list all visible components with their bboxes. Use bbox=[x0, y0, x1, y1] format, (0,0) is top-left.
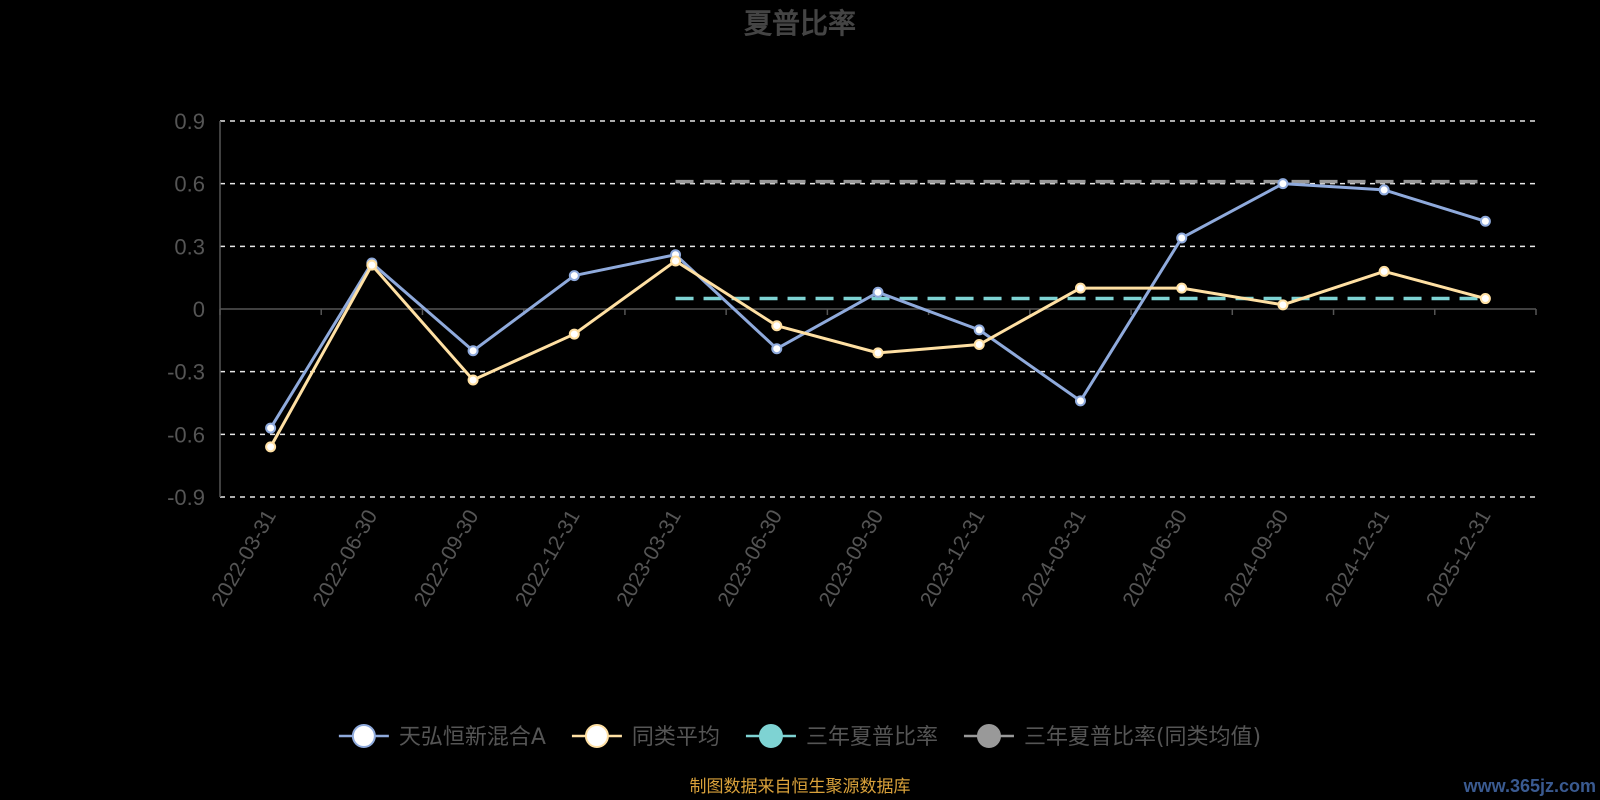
x-tick-label: 2025-12-31 bbox=[1422, 506, 1496, 611]
series-0-point[interactable] bbox=[973, 324, 985, 336]
series-0-point[interactable] bbox=[568, 270, 580, 282]
y-tick-label: -0.3 bbox=[167, 360, 205, 385]
legend-label: 同类平均 bbox=[632, 725, 720, 750]
series-1-point[interactable] bbox=[467, 374, 479, 386]
x-tick-label: 2022-09-30 bbox=[410, 506, 484, 611]
legend-label: 三年夏普比率 bbox=[806, 725, 938, 750]
series-0-point[interactable] bbox=[1277, 178, 1289, 190]
legend-item-1[interactable]: 同类平均 bbox=[571, 724, 720, 750]
x-tick-label: 2024-12-31 bbox=[1321, 506, 1395, 611]
legend[interactable]: 天弘恒新混合A 同类平均 三年夏普比率 三年夏普比率(同类均值) bbox=[338, 724, 1261, 750]
series-0-point[interactable] bbox=[1176, 232, 1188, 244]
y-tick-label: 0 bbox=[193, 297, 205, 322]
x-tick-label: 2023-09-30 bbox=[815, 506, 889, 611]
series-1-point[interactable] bbox=[771, 320, 783, 332]
x-tick-label: 2022-03-31 bbox=[207, 506, 281, 611]
series-0-point[interactable] bbox=[467, 345, 479, 357]
series-1-point[interactable] bbox=[670, 255, 682, 267]
x-tick-label: 2022-06-30 bbox=[309, 506, 383, 611]
x-tick-label: 2024-03-31 bbox=[1017, 506, 1091, 611]
chart-title: 夏普比率 bbox=[744, 7, 856, 40]
legend-item-0[interactable]: 天弘恒新混合A bbox=[338, 724, 546, 750]
legend-label: 天弘恒新混合A bbox=[399, 725, 546, 750]
x-tick-label: 2024-06-30 bbox=[1118, 506, 1192, 611]
series-1-point[interactable] bbox=[366, 259, 378, 271]
legend-marker bbox=[351, 724, 376, 748]
legend-marker bbox=[758, 724, 783, 748]
series-0-point[interactable] bbox=[1479, 215, 1491, 227]
series bbox=[265, 178, 1491, 453]
x-tick-label: 2024-09-30 bbox=[1220, 506, 1294, 611]
series-0-point[interactable] bbox=[1378, 184, 1390, 196]
y-tick-label: 0.9 bbox=[174, 109, 205, 134]
series-1-point[interactable] bbox=[872, 347, 884, 359]
legend-marker bbox=[976, 724, 1001, 748]
series-0-point[interactable] bbox=[265, 422, 277, 434]
y-tick-label: -0.6 bbox=[167, 422, 205, 447]
series-0-point[interactable] bbox=[1074, 395, 1086, 407]
series-1-point[interactable] bbox=[265, 441, 277, 453]
series-1-point[interactable] bbox=[1479, 293, 1491, 305]
x-tick-label: 2022-12-31 bbox=[511, 506, 585, 611]
y-tick-label: -0.9 bbox=[167, 485, 205, 510]
series-1-point[interactable] bbox=[1176, 282, 1188, 294]
series-0-point[interactable] bbox=[771, 343, 783, 355]
series-1-point[interactable] bbox=[973, 339, 985, 351]
legend-marker bbox=[584, 724, 609, 748]
series-1-point[interactable] bbox=[568, 328, 580, 340]
x-tick-label: 2023-12-31 bbox=[916, 506, 990, 611]
series-1-point[interactable] bbox=[1277, 299, 1289, 311]
series-0-point[interactable] bbox=[872, 286, 884, 298]
legend-label: 三年夏普比率(同类均值) bbox=[1024, 725, 1261, 750]
data-source-note: 制图数据来自恒生聚源数据库 bbox=[690, 777, 911, 797]
legend-item-2[interactable]: 三年夏普比率 bbox=[745, 724, 938, 750]
series-1-point[interactable] bbox=[1074, 282, 1086, 294]
site-watermark: www.365jz.com bbox=[1463, 776, 1596, 796]
y-tick-label: 0.3 bbox=[174, 234, 205, 259]
legend-item-3[interactable]: 三年夏普比率(同类均值) bbox=[963, 724, 1261, 750]
y-tick-label: 0.6 bbox=[174, 172, 205, 197]
x-tick-label: 2023-06-30 bbox=[713, 506, 787, 611]
x-tick-label: 2023-03-31 bbox=[612, 506, 686, 611]
series-1-point[interactable] bbox=[1378, 265, 1390, 277]
series-line-0 bbox=[269, 182, 1486, 429]
